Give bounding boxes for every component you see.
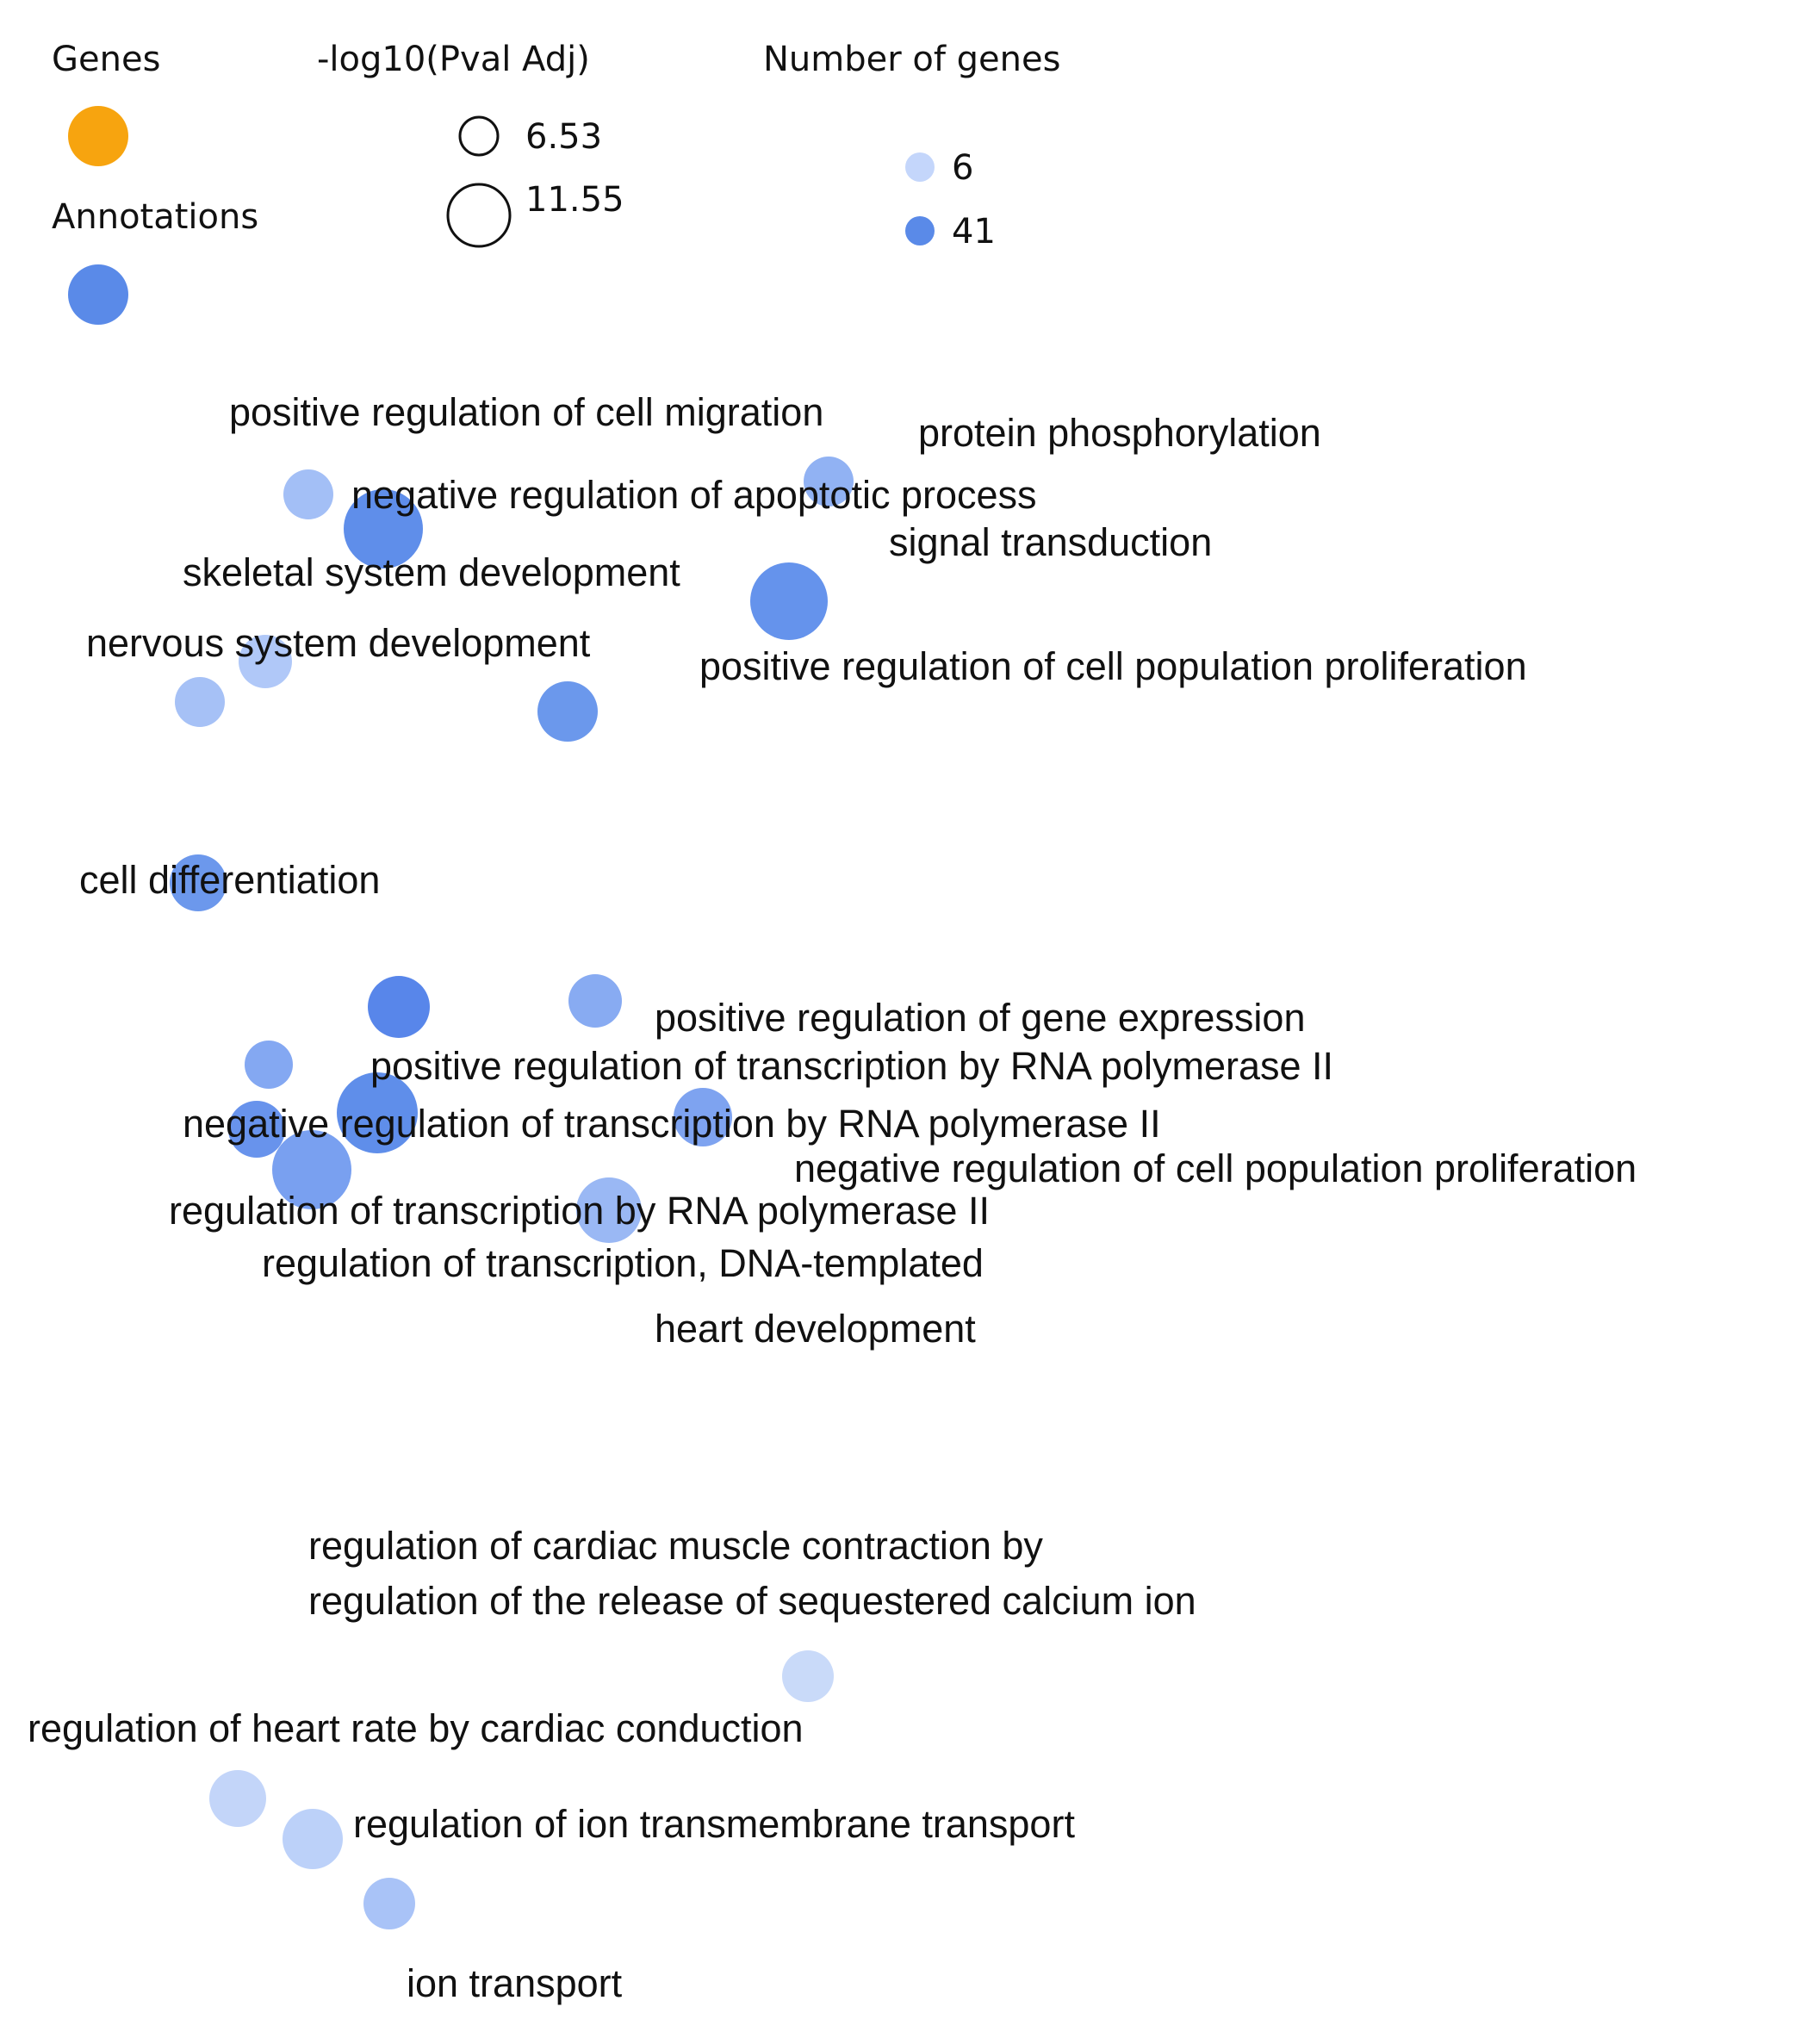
annotation-nodes: [170, 457, 854, 1929]
label-positive-regulation-of-cell-migration: positive regulation of cell migration: [229, 390, 823, 434]
legend-count-large-value: 41: [952, 212, 996, 252]
label-regulation-of-cardiac-muscle-contraction-line1: regulation of cardiac muscle contraction…: [308, 1524, 1043, 1568]
annotation-node[interactable]: [363, 1878, 415, 1929]
legend-count-large-swatch: [905, 216, 935, 245]
legend-annotations-title: Annotations: [52, 197, 258, 237]
label-regulation-of-transcription-rnap2: regulation of transcription by RNA polym…: [169, 1189, 990, 1233]
annotation-node[interactable]: [245, 1041, 293, 1089]
label-regulation-of-transcription-dna-templated: regulation of transcription, DNA-templat…: [262, 1241, 984, 1285]
annotation-node[interactable]: [750, 562, 828, 640]
annotation-node[interactable]: [283, 469, 333, 519]
annotation-node[interactable]: [568, 974, 622, 1028]
label-ion-transport: ion transport: [407, 1961, 623, 2005]
annotation-node[interactable]: [576, 1177, 642, 1243]
annotation-node[interactable]: [170, 854, 227, 911]
label-heart-development: heart development: [655, 1307, 976, 1351]
legend-pval-title: -log10(Pval Adj): [317, 40, 590, 79]
legend-pval-small-value: 6.53: [525, 117, 602, 157]
annotation-node[interactable]: [175, 677, 225, 727]
annotation-node[interactable]: [368, 976, 430, 1038]
annotation-node[interactable]: [283, 1809, 343, 1869]
annotation-node[interactable]: [804, 457, 854, 506]
annotation-labels: positive regulation of cell migration pr…: [28, 390, 1637, 2005]
label-positive-regulation-of-transcription-rnap2: positive regulation of transcription by …: [370, 1044, 1333, 1088]
label-negative-regulation-of-transcription-rnap2: negative regulation of transcription by …: [183, 1102, 1161, 1146]
label-signal-transduction: signal transduction: [889, 520, 1212, 564]
legend-count-small-value: 6: [952, 148, 973, 188]
annotation-node[interactable]: [209, 1770, 266, 1827]
label-skeletal-system-development: skeletal system development: [183, 550, 680, 594]
legend: Genes Annotations -log10(Pval Adj) 6.53 …: [52, 40, 1060, 325]
annotation-node[interactable]: [272, 1130, 351, 1209]
annotation-node[interactable]: [344, 489, 423, 568]
label-regulation-of-ion-transmembrane-transport: regulation of ion transmembrane transpor…: [353, 1802, 1075, 1846]
label-cell-differentiation: cell differentiation: [79, 858, 380, 902]
legend-count-small-swatch: [905, 152, 935, 182]
legend-pval-large-value: 11.55: [525, 180, 624, 220]
label-regulation-of-cardiac-muscle-contraction-line2: regulation of the release of sequestered…: [308, 1579, 1196, 1623]
label-nervous-system-development: nervous system development: [86, 621, 591, 665]
label-negative-regulation-of-apoptotic-process: negative regulation of apoptotic process: [351, 473, 1037, 517]
annotation-node[interactable]: [674, 1088, 732, 1146]
annotation-node[interactable]: [337, 1072, 418, 1153]
label-protein-phosphorylation: protein phosphorylation: [918, 411, 1321, 455]
legend-genes-title: Genes: [52, 40, 160, 79]
annotation-node[interactable]: [228, 1101, 285, 1158]
label-positive-regulation-of-cell-population-proliferation: positive regulation of cell population p…: [699, 644, 1527, 688]
legend-pval-large-circle: [446, 183, 512, 248]
label-positive-regulation-of-gene-expression: positive regulation of gene expression: [655, 996, 1306, 1040]
label-negative-regulation-of-cell-population-proliferation: negative regulation of cell population p…: [794, 1146, 1637, 1190]
label-regulation-of-heart-rate: regulation of heart rate by cardiac cond…: [28, 1706, 804, 1750]
legend-gene-swatch: [68, 106, 128, 166]
annotation-node[interactable]: [537, 681, 598, 742]
annotation-node[interactable]: [239, 635, 292, 688]
legend-count-title: Number of genes: [763, 40, 1060, 79]
legend-annotation-swatch: [68, 264, 128, 325]
legend-pval-small-circle: [458, 115, 500, 157]
annotation-node[interactable]: [782, 1650, 834, 1702]
